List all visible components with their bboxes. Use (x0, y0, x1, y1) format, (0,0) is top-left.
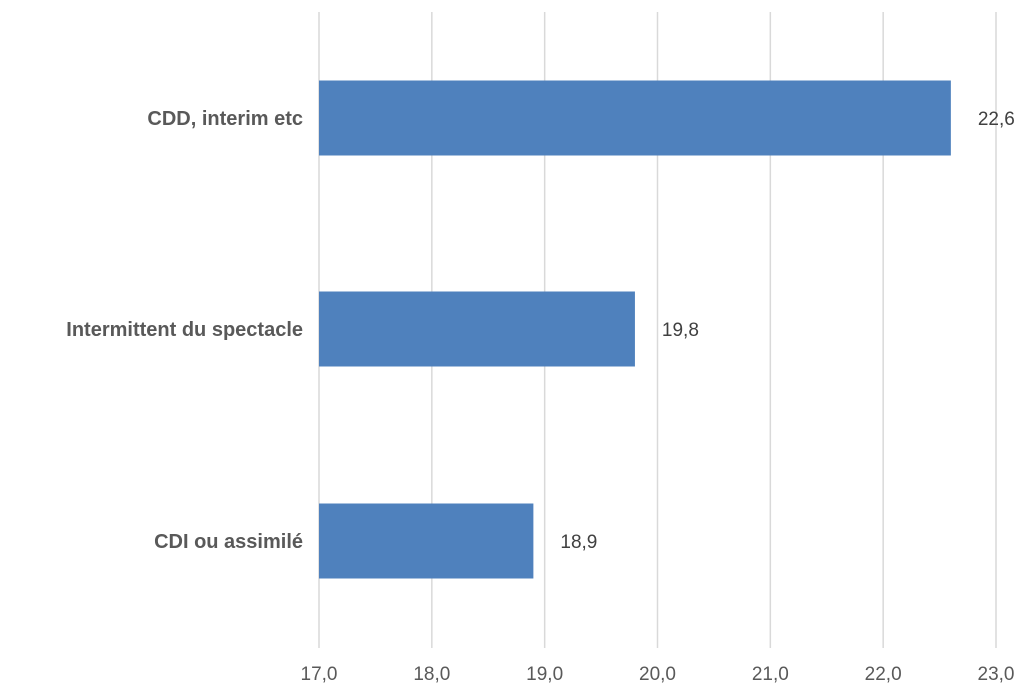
x-tick-label: 19,0 (526, 664, 563, 685)
x-tick-label: 17,0 (301, 664, 338, 685)
x-tick-label: 18,0 (413, 664, 450, 685)
x-tick-label: 23,0 (978, 664, 1015, 685)
category-label: CDI ou assimilé (154, 531, 303, 553)
data-label: 19,8 (662, 320, 699, 341)
category-label: Intermittent du spectacle (66, 319, 303, 341)
x-tick-label: 22,0 (865, 664, 902, 685)
x-axis-tick-labels: 17,0 18,0 19,0 20,0 21,0 22,0 23,0 (301, 664, 1015, 685)
category-labels: CDD, interim etc Intermittent du spectacl… (66, 108, 303, 553)
bar (319, 291, 635, 367)
x-tick-label: 21,0 (752, 664, 789, 685)
data-label: 18,9 (560, 532, 597, 553)
bar (319, 80, 951, 156)
bar (319, 503, 534, 579)
bars (319, 80, 951, 579)
x-tick-label: 20,0 (639, 664, 676, 685)
data-label: 22,6 (978, 109, 1015, 130)
category-label: CDD, interim etc (147, 108, 303, 130)
data-labels: 22,6 19,8 18,9 (560, 109, 1014, 553)
